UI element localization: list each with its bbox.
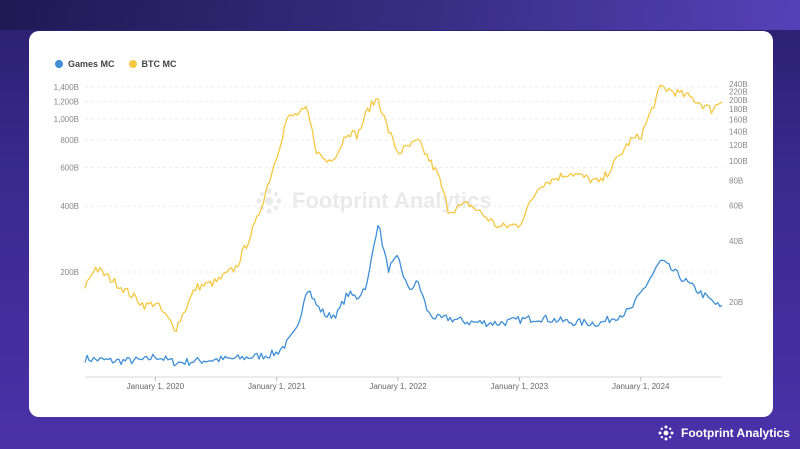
- series-line-games-mc: [84, 224, 723, 367]
- series-line-btc-mc: [84, 84, 723, 332]
- legend-item-btc[interactable]: BTC MC: [128, 59, 177, 69]
- chart-card: Games MC BTC MC Footprint Analytics 1,40…: [29, 31, 773, 417]
- right-tick-label: 60B: [729, 202, 743, 211]
- legend-label-btc: BTC MC: [141, 59, 177, 69]
- right-tick-label: 180B: [729, 105, 748, 114]
- right-tick-label: 160B: [729, 116, 748, 125]
- legend-dot-btc: [128, 60, 137, 68]
- chart-svg: 1,400B 1,200B 1,000B 800B 600B 400B 200B 240B22…: [54, 80, 748, 391]
- x-tick-label: January 1, 2020: [127, 382, 185, 391]
- legend-label-games: Games MC: [68, 59, 115, 69]
- left-tick-label: 1,400B: [54, 83, 79, 92]
- right-tick-label: 20B: [729, 298, 743, 307]
- brand-name: Footprint Analytics: [681, 426, 790, 440]
- left-tick-label: 400B: [60, 202, 79, 211]
- left-tick-label: 200B: [60, 268, 79, 277]
- x-tick-label: January 1, 2024: [612, 382, 670, 391]
- right-tick-label: 200B: [729, 96, 748, 105]
- watermark-text: Footprint Analytics: [292, 188, 492, 213]
- right-tick-label: 100B: [729, 157, 748, 166]
- footprint-brand-icon: [658, 425, 674, 441]
- right-tick-label: 220B: [729, 88, 748, 97]
- right-tick-label: 240B: [729, 80, 748, 89]
- left-tick-label: 1,200B: [54, 98, 79, 107]
- left-tick-label: 800B: [60, 136, 79, 145]
- x-tick-label: January 1, 2021: [248, 382, 306, 391]
- right-tick-label: 140B: [729, 127, 748, 136]
- right-tick-label: 40B: [729, 237, 743, 246]
- right-tick-label: 120B: [729, 141, 748, 150]
- legend-item-games[interactable]: Games MC: [55, 59, 115, 69]
- watermark: Footprint Analytics: [254, 186, 492, 216]
- chart-legend: Games MC BTC MC: [55, 59, 177, 69]
- legend-dot-games: [55, 60, 63, 68]
- right-tick-label: 80B: [729, 176, 743, 185]
- x-tick-label: January 1, 2022: [369, 382, 427, 391]
- left-tick-label: 1,000B: [54, 115, 79, 124]
- footprint-logo-icon: [256, 188, 282, 214]
- x-tick-label: January 1, 2023: [491, 382, 549, 391]
- brand-footer: Footprint Analytics: [657, 424, 790, 442]
- left-tick-label: 600B: [60, 164, 79, 173]
- top-banner: [0, 0, 800, 30]
